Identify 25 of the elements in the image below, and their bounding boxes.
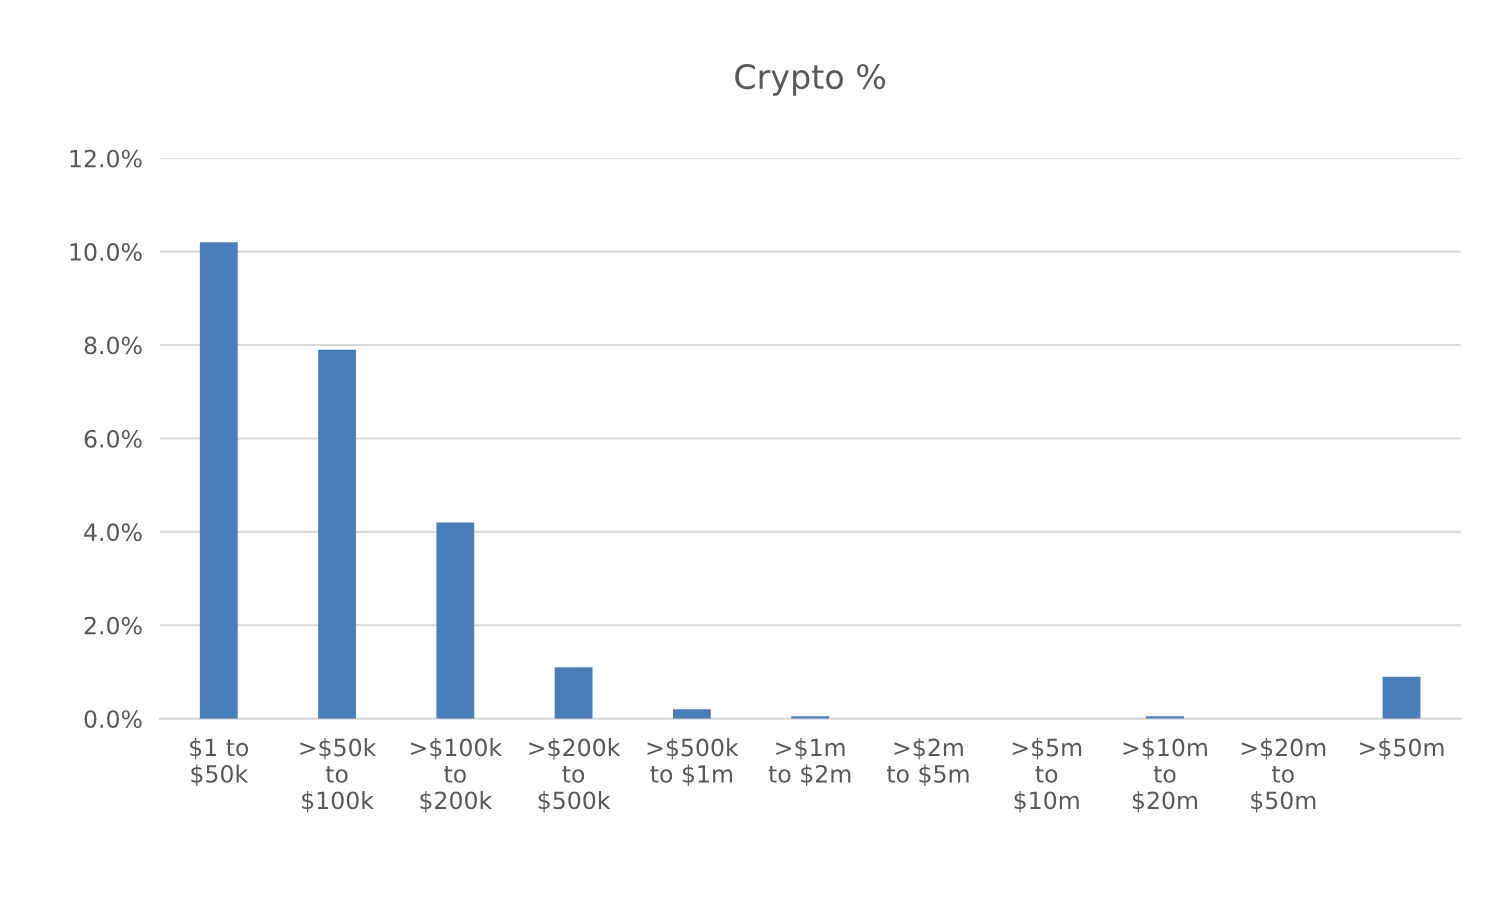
x-tick-label: >$1m to $2m: [768, 738, 851, 786]
y-tick-label: 2.0%: [84, 616, 142, 635]
x-tick-label: >$100k to $200k: [411, 738, 503, 813]
y-tick-label: 6.0%: [84, 429, 142, 448]
bar: [318, 349, 356, 719]
x-tick-label: >$2m to $5m: [886, 738, 969, 786]
y-tick-label: 0.0%: [84, 710, 142, 728]
x-tick-label: >$5m to $10m: [1012, 738, 1082, 813]
y-tick-label: 12.0%: [70, 149, 142, 168]
bar: [1382, 676, 1421, 719]
bar: [672, 709, 711, 719]
bar: [436, 522, 475, 719]
x-tick-label: >$10m to $20m: [1123, 738, 1207, 813]
y-tick-label: 8.0%: [84, 336, 142, 355]
bar: [199, 242, 238, 719]
x-tick-label: >$50k to $100k: [300, 738, 377, 813]
y-tick-label: 10.0%: [70, 243, 142, 261]
x-tick-label: >$200k to $500k: [529, 738, 621, 813]
x-tick-label: >$50m: [1360, 738, 1444, 760]
y-tick-label: 4.0%: [84, 523, 142, 542]
chart-title: Crypto %: [735, 64, 886, 96]
x-tick-label: >$20m to $50m: [1241, 738, 1326, 813]
x-tick-label: $1 to $50k: [190, 738, 249, 786]
x-tick-label: >$500k to $1m: [647, 738, 739, 786]
bar: [554, 667, 593, 719]
